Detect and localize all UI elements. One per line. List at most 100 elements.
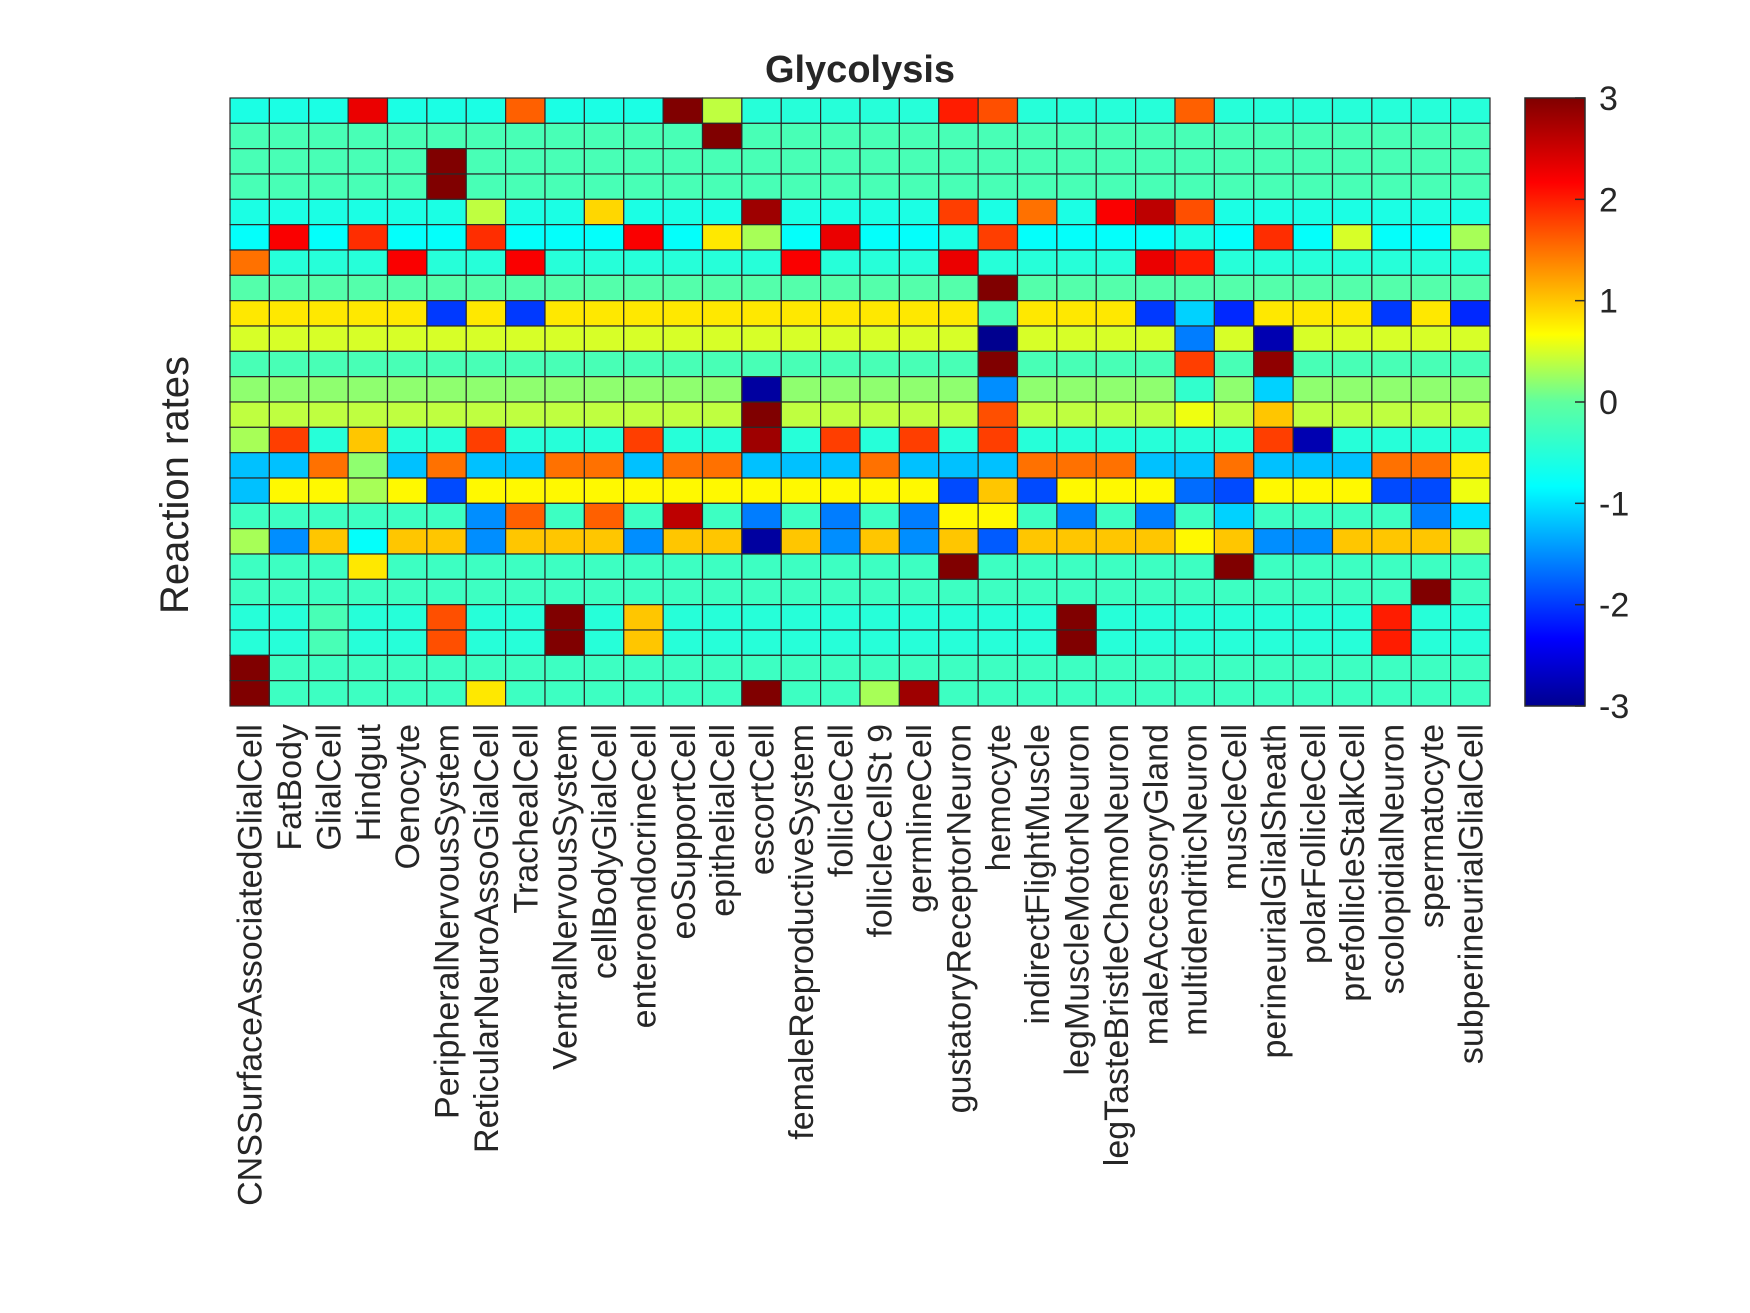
heatmap-cell (347, 528, 389, 555)
heatmap-cell (898, 198, 940, 226)
heatmap-cell (780, 350, 822, 378)
heatmap-cell (268, 97, 310, 124)
heatmap-cell (1213, 122, 1255, 150)
heatmap-cell (662, 528, 704, 555)
heatmap-cell (701, 122, 743, 150)
heatmap-cell (741, 604, 782, 631)
column-label: GlialCell (310, 724, 348, 851)
heatmap-cell (1174, 122, 1215, 150)
heatmap-cell (583, 122, 625, 150)
heatmap-cell (780, 654, 822, 682)
heatmap-cell (426, 350, 467, 378)
heatmap-cell (1450, 249, 1491, 276)
heatmap-cell (544, 629, 585, 656)
heatmap-cell (583, 148, 625, 175)
heatmap-cell (859, 122, 900, 150)
heatmap-cell (1213, 452, 1255, 479)
heatmap-cell (505, 629, 546, 656)
heatmap-cell (268, 300, 310, 327)
heatmap-cell (1371, 553, 1412, 580)
heatmap-cell (229, 122, 270, 150)
heatmap-cell (1371, 604, 1412, 631)
heatmap-cell (938, 249, 979, 276)
heatmap-cell (1016, 249, 1058, 276)
heatmap-cell (1253, 502, 1294, 530)
heatmap-cell (1174, 376, 1215, 403)
heatmap-cell (505, 148, 546, 175)
heatmap-cell (1253, 274, 1294, 302)
heatmap-cell (1213, 198, 1255, 226)
heatmap-cell (977, 528, 1019, 555)
heatmap-cell (898, 578, 940, 606)
heatmap-cell (820, 198, 861, 226)
heatmap-cell (623, 249, 664, 276)
column-label: TrachealCell (507, 724, 545, 914)
heatmap-cell (347, 654, 389, 682)
heatmap-cell (662, 401, 704, 428)
heatmap-cell (1253, 629, 1294, 656)
heatmap-cell (1253, 604, 1294, 631)
heatmap-cell (583, 274, 625, 302)
heatmap-cell (1331, 578, 1373, 606)
heatmap-cell (1174, 477, 1215, 504)
heatmap-cell (623, 122, 664, 150)
heatmap-cell (1174, 680, 1215, 707)
heatmap-cell (505, 680, 546, 707)
heatmap-cell (859, 578, 900, 606)
heatmap-cell (229, 401, 270, 428)
heatmap-cell (1253, 654, 1294, 682)
heatmap-cell (308, 325, 349, 352)
heatmap-cell (229, 680, 270, 707)
heatmap-cell (859, 604, 900, 631)
heatmap-cell (1213, 274, 1255, 302)
heatmap-cell (1213, 224, 1255, 251)
heatmap-cell (268, 680, 310, 707)
heatmap-cell (1095, 198, 1137, 226)
heatmap-cell (544, 401, 585, 428)
heatmap-cell (505, 173, 546, 200)
heatmap-cell (820, 325, 861, 352)
heatmap-cell (229, 654, 270, 682)
heatmap-cell (308, 477, 349, 504)
heatmap-cell (308, 300, 349, 327)
heatmap-cell (701, 604, 743, 631)
heatmap-cell (1213, 578, 1255, 606)
heatmap-cell (898, 553, 940, 580)
heatmap-cell (465, 401, 507, 428)
heatmap-cell (1213, 528, 1255, 555)
heatmap-cell (426, 680, 467, 707)
heatmap-cell (229, 502, 270, 530)
heatmap-cell (1135, 528, 1176, 555)
heatmap-cell (741, 198, 782, 226)
heatmap-cell (662, 198, 704, 226)
heatmap-cell (977, 173, 1019, 200)
heatmap-cell (859, 148, 900, 175)
column-label: germlineCell (901, 724, 939, 913)
heatmap-cell (820, 122, 861, 150)
heatmap-cell (426, 553, 467, 580)
heatmap-cell (780, 198, 822, 226)
heatmap-cell (1331, 553, 1373, 580)
heatmap-cell (623, 350, 664, 378)
heatmap-cell (780, 249, 822, 276)
heatmap-cell (1174, 426, 1215, 454)
heatmap-cell (623, 401, 664, 428)
heatmap-cell (229, 578, 270, 606)
heatmap-cell (465, 274, 507, 302)
heatmap-cell (898, 426, 940, 454)
heatmap-cell (1135, 249, 1176, 276)
heatmap-cell (780, 97, 822, 124)
heatmap-cell (505, 249, 546, 276)
heatmap-cell (1450, 654, 1491, 682)
heatmap-cell (1095, 300, 1137, 327)
heatmap-cell (859, 629, 900, 656)
heatmap-cell (386, 350, 428, 378)
heatmap-cell (1016, 654, 1058, 682)
heatmap-cell (1056, 224, 1097, 251)
heatmap-cell (1016, 426, 1058, 454)
heatmap-cell (544, 680, 585, 707)
heatmap-cell (898, 249, 940, 276)
heatmap-cell (859, 300, 900, 327)
heatmap-cell (1213, 300, 1255, 327)
heatmap-cell (741, 300, 782, 327)
